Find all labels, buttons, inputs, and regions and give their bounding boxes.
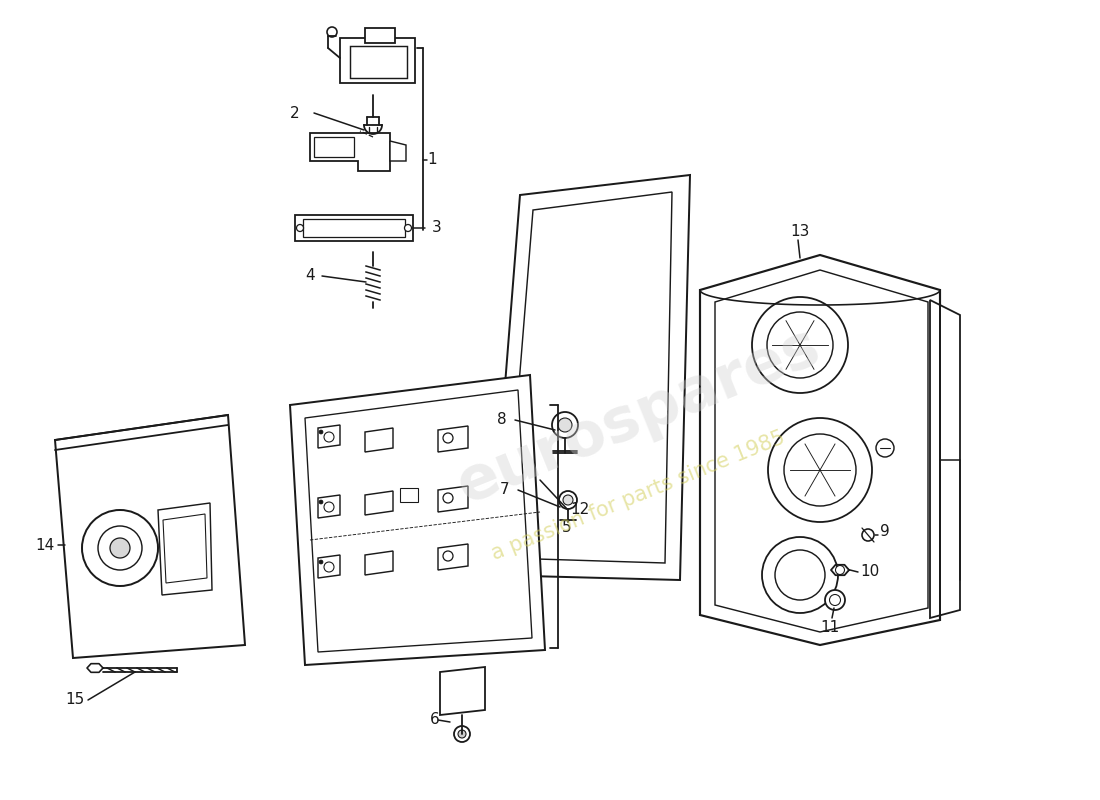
Circle shape bbox=[98, 526, 142, 570]
Polygon shape bbox=[295, 215, 412, 241]
Text: 3: 3 bbox=[432, 221, 442, 235]
Polygon shape bbox=[340, 38, 415, 83]
Circle shape bbox=[862, 529, 874, 541]
Polygon shape bbox=[365, 428, 393, 452]
Circle shape bbox=[458, 730, 466, 738]
Text: 5: 5 bbox=[562, 521, 572, 535]
Circle shape bbox=[752, 297, 848, 393]
Circle shape bbox=[776, 550, 825, 600]
Text: 9: 9 bbox=[880, 525, 890, 539]
Text: 13: 13 bbox=[790, 225, 810, 239]
Circle shape bbox=[324, 432, 334, 442]
Text: eurospares: eurospares bbox=[448, 316, 828, 516]
Text: 15: 15 bbox=[65, 693, 85, 707]
Circle shape bbox=[559, 491, 578, 509]
Text: 7: 7 bbox=[500, 482, 509, 498]
Bar bbox=[400, 488, 418, 502]
Polygon shape bbox=[365, 28, 395, 43]
Circle shape bbox=[784, 434, 856, 506]
Circle shape bbox=[552, 412, 578, 438]
Polygon shape bbox=[318, 425, 340, 448]
Circle shape bbox=[327, 27, 337, 37]
Polygon shape bbox=[715, 270, 928, 632]
Polygon shape bbox=[505, 192, 672, 563]
Text: 2: 2 bbox=[290, 106, 299, 121]
Text: 10: 10 bbox=[860, 565, 879, 579]
Text: 1: 1 bbox=[427, 153, 437, 167]
Polygon shape bbox=[310, 133, 390, 171]
Polygon shape bbox=[290, 375, 544, 665]
Polygon shape bbox=[930, 300, 960, 618]
Polygon shape bbox=[55, 415, 245, 658]
Text: 14: 14 bbox=[35, 538, 54, 553]
Circle shape bbox=[319, 500, 323, 504]
Circle shape bbox=[324, 502, 334, 512]
Polygon shape bbox=[158, 503, 212, 595]
Circle shape bbox=[82, 510, 158, 586]
Circle shape bbox=[558, 418, 572, 432]
Circle shape bbox=[876, 439, 894, 457]
Text: 12: 12 bbox=[570, 502, 590, 518]
Circle shape bbox=[319, 430, 323, 434]
Polygon shape bbox=[350, 46, 407, 78]
Circle shape bbox=[762, 537, 838, 613]
Circle shape bbox=[767, 312, 833, 378]
Polygon shape bbox=[438, 426, 468, 452]
Circle shape bbox=[836, 566, 845, 574]
Polygon shape bbox=[700, 255, 940, 645]
Circle shape bbox=[825, 590, 845, 610]
Polygon shape bbox=[305, 390, 532, 652]
Circle shape bbox=[768, 418, 872, 522]
Circle shape bbox=[454, 726, 470, 742]
Polygon shape bbox=[390, 141, 406, 161]
Polygon shape bbox=[163, 514, 207, 583]
Polygon shape bbox=[314, 137, 354, 157]
Text: a passion for parts since 1985: a passion for parts since 1985 bbox=[488, 428, 788, 564]
Text: 11: 11 bbox=[820, 621, 839, 635]
Polygon shape bbox=[318, 555, 340, 578]
Polygon shape bbox=[440, 667, 485, 715]
Circle shape bbox=[563, 495, 573, 505]
Circle shape bbox=[319, 560, 323, 564]
Polygon shape bbox=[490, 175, 690, 580]
Circle shape bbox=[443, 433, 453, 443]
Text: 8: 8 bbox=[497, 413, 507, 427]
Circle shape bbox=[443, 551, 453, 561]
Polygon shape bbox=[318, 495, 340, 518]
Polygon shape bbox=[365, 491, 393, 515]
Circle shape bbox=[324, 562, 334, 572]
Text: 4: 4 bbox=[305, 269, 315, 283]
Polygon shape bbox=[438, 544, 468, 570]
Polygon shape bbox=[302, 219, 405, 237]
Circle shape bbox=[443, 493, 453, 503]
Circle shape bbox=[110, 538, 130, 558]
Text: 6: 6 bbox=[430, 713, 440, 727]
Polygon shape bbox=[365, 551, 393, 575]
Circle shape bbox=[405, 225, 411, 231]
Circle shape bbox=[297, 225, 304, 231]
Circle shape bbox=[829, 594, 840, 606]
Polygon shape bbox=[438, 486, 468, 512]
